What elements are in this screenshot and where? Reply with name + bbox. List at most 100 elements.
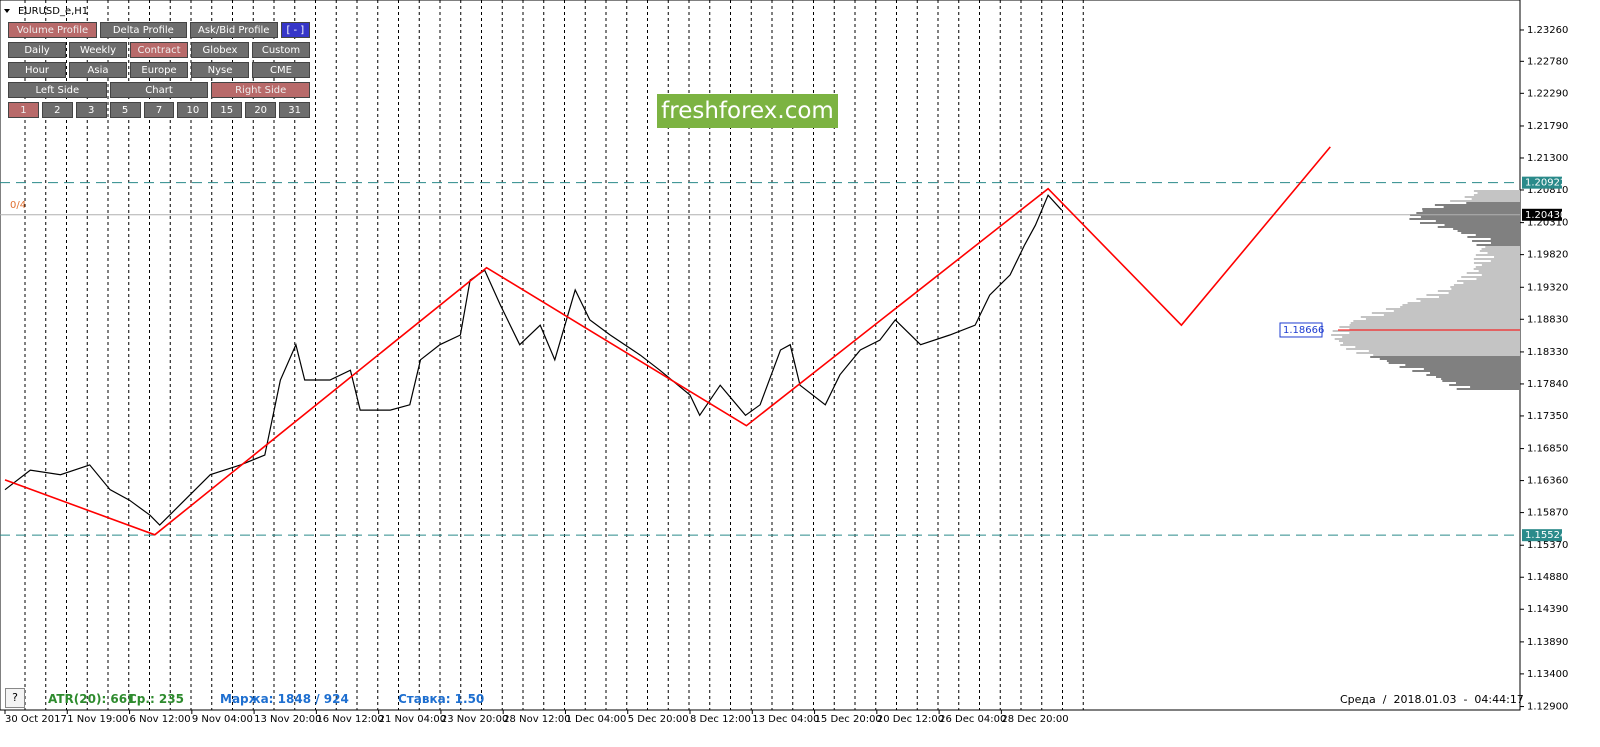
series-line	[4, 194, 1063, 526]
x-tick-label: 1 Dec 04:00	[565, 714, 626, 725]
volume-profile	[1461, 276, 1520, 278]
toggle-button[interactable]: 1	[8, 102, 39, 118]
y-tick-label: 1.16850	[1527, 444, 1568, 455]
x-tick-label: 8 Dec 12:00	[690, 714, 751, 725]
volume-profile	[1448, 292, 1520, 294]
toggle-button[interactable]: 31	[279, 102, 311, 118]
price-tag	[1522, 529, 1562, 542]
toggle-button[interactable]: Hour	[8, 62, 66, 78]
volume-profile	[1409, 218, 1520, 220]
toggle-button[interactable]: 15	[211, 102, 243, 118]
help-button[interactable]: ?	[5, 688, 25, 708]
toggle-button[interactable]: Custom	[252, 42, 310, 58]
y-tick-label: 1.15870	[1527, 508, 1568, 519]
y-tick-label: 1.22290	[1527, 88, 1568, 99]
volume-profile	[1461, 232, 1520, 234]
volume-profile	[1340, 344, 1520, 346]
marker: 0/4	[10, 200, 26, 211]
toggle-button[interactable]: CME	[252, 62, 310, 78]
volume-profile	[1399, 366, 1520, 368]
price-tag	[1522, 176, 1562, 189]
volume-profile	[1471, 198, 1520, 200]
volume-profile	[1355, 346, 1520, 348]
toggle-button[interactable]: Daily	[8, 42, 66, 58]
y-tick-label: 1.23260	[1527, 25, 1568, 36]
toggle-button[interactable]: Left Side	[8, 82, 107, 98]
y-tick-label: 1.14390	[1527, 604, 1568, 615]
volume-profile	[1450, 200, 1520, 202]
volume-profile	[1426, 374, 1520, 376]
volume-profile	[1386, 360, 1520, 362]
toggle-button[interactable]: Europe	[130, 62, 188, 78]
brand-logo: freshforex.com	[657, 94, 838, 128]
volume-profile	[1478, 270, 1520, 272]
volume-profile	[1416, 212, 1520, 214]
volume-profile	[1490, 260, 1520, 262]
toggle-button[interactable]: Ask/Bid Profile	[189, 22, 278, 38]
volume-profile	[1485, 246, 1520, 248]
toggle-button[interactable]: 7	[143, 102, 175, 118]
toggle-button[interactable]: Delta Profile	[99, 22, 187, 38]
toggle-button[interactable]: Weekly	[69, 42, 127, 58]
volume-profile	[1360, 316, 1520, 318]
toggle-button[interactable]: [ - ]	[280, 22, 310, 38]
y-tick-label: 1.22780	[1527, 56, 1568, 67]
toggle-button[interactable]: Contract	[130, 42, 188, 58]
toggle-button[interactable]: Chart	[109, 82, 209, 98]
volume-profile	[1437, 290, 1520, 292]
volume-profile	[1455, 382, 1520, 384]
volume-profile	[1436, 376, 1520, 378]
toggle-button[interactable]: 2	[41, 102, 73, 118]
volume-profile	[1400, 306, 1520, 308]
toggle-button[interactable]: Right Side	[211, 82, 311, 98]
volume-profile	[1365, 318, 1520, 320]
toggle-button[interactable]: 3	[75, 102, 107, 118]
volume-profile	[1388, 362, 1520, 364]
volume-profile	[1475, 234, 1520, 236]
y-tick-label: 1.12900	[1527, 702, 1568, 713]
button-row: Daily Weekly Contract Globex Custom	[8, 42, 310, 58]
toggle-button[interactable]: 10	[177, 102, 209, 118]
volume-profile	[1393, 310, 1520, 312]
x-tick-label: 6 Nov 12:00	[130, 714, 191, 725]
volume-profile	[1457, 280, 1520, 282]
volume-profile	[1487, 252, 1520, 254]
status-text: ATR(20): 661	[48, 692, 136, 706]
volume-profile	[1441, 378, 1520, 380]
price-tag-label: 1.20922	[1525, 178, 1566, 189]
volume-profile	[1466, 202, 1520, 204]
volume-profile	[1426, 294, 1520, 296]
volume-profile	[1346, 348, 1520, 350]
volume-profile	[1472, 240, 1520, 242]
volume-profile	[1422, 208, 1520, 210]
volume-profile	[1473, 194, 1520, 196]
volume-profile	[1434, 204, 1520, 206]
poc-label: 1.18666	[1283, 325, 1324, 336]
volume-profile	[1473, 268, 1520, 270]
volume-profile	[1405, 364, 1520, 366]
y-tick-label: 1.20810	[1527, 185, 1568, 196]
toggle-button[interactable]: Asia	[69, 62, 127, 78]
y-tick-label: 1.14880	[1527, 572, 1568, 583]
volume-profile	[1435, 220, 1520, 222]
toggle-button[interactable]: Globex	[191, 42, 249, 58]
volume-profile	[1467, 236, 1520, 238]
toggle-button[interactable]: 5	[109, 102, 141, 118]
x-tick-label: 5 Dec 20:00	[628, 714, 689, 725]
y-tick-label: 1.19320	[1527, 282, 1568, 293]
y-tick-label: 1.20310	[1527, 218, 1568, 229]
volume-profile	[1370, 356, 1520, 358]
toggle-button[interactable]: 20	[245, 102, 277, 118]
button-row: Hour Asia Europe Nyse CME	[8, 62, 310, 78]
status-text: Маржа: 1848 / 924	[220, 692, 349, 706]
button-panel: Volume Profile Delta Profile Ask/Bid Profi…	[8, 22, 311, 122]
volume-profile	[1473, 262, 1520, 264]
toggle-button[interactable]: Volume Profile	[8, 22, 97, 38]
y-tick-label: 1.17840	[1527, 379, 1568, 390]
toggle-button[interactable]: Nyse	[191, 62, 249, 78]
volume-profile	[1450, 286, 1520, 288]
price-tag-label: 1.15524	[1525, 530, 1566, 541]
x-tick-label: 30 Oct 2017	[5, 714, 67, 725]
volume-profile	[1477, 192, 1520, 194]
